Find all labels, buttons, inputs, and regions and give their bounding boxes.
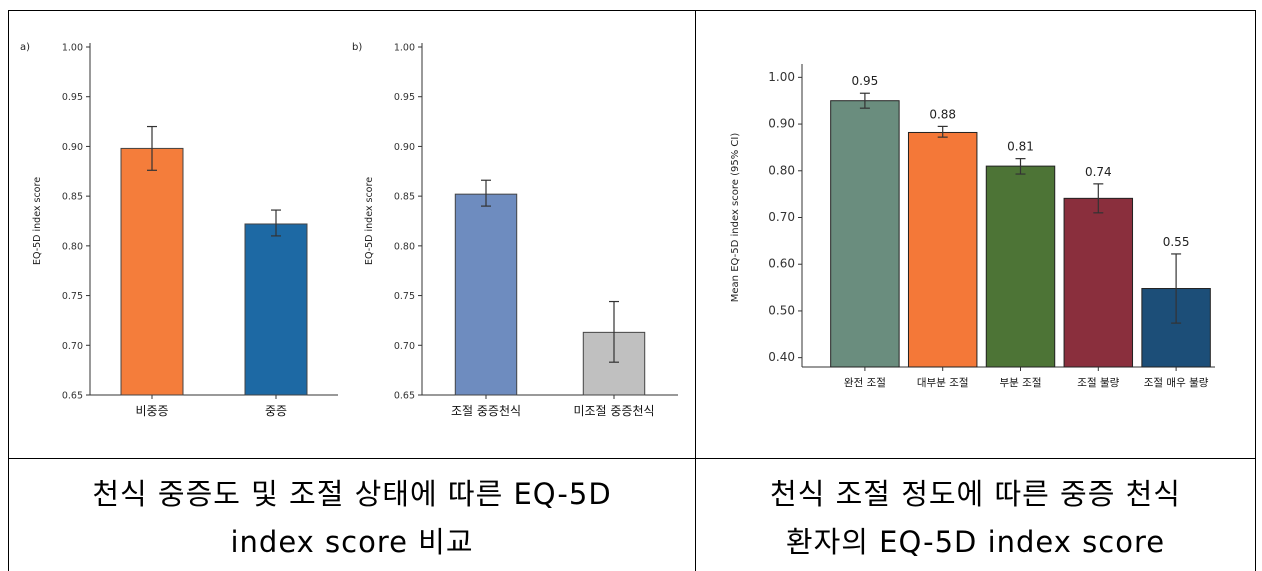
y-tick-label: 0.75 — [394, 291, 415, 302]
y-tick-label: 0.50 — [768, 303, 795, 317]
caption-right-line1: 천식 조절 정도에 따른 중증 천식 — [770, 477, 1181, 511]
bar — [907, 131, 978, 368]
data-label: 0.81 — [1007, 140, 1034, 154]
y-tick-label: 0.90 — [394, 142, 415, 153]
y-tick-label: 0.90 — [62, 142, 83, 153]
y-tick-label: 0.80 — [62, 241, 83, 252]
x-tick-label: 비중증 — [135, 404, 168, 418]
chart-control-degree: 0.40 0.50 0.60 0.70 0.80 0.90 1.00 Mean EQ-5D i… — [730, 64, 1215, 389]
y-tick-label: 0.80 — [768, 163, 795, 177]
table-border-middle — [695, 10, 696, 571]
table-border-top — [8, 10, 1256, 11]
x-tick-label: 조절 중증천식 — [451, 403, 521, 418]
bar — [244, 223, 308, 396]
y-tick-label: 0.85 — [62, 192, 83, 203]
x-tick-label: 조절 불량 — [1077, 376, 1119, 389]
y-tick-label: 0.40 — [768, 350, 795, 364]
y-axis-label: EQ-5D index score — [32, 177, 43, 265]
caption-right: 천식 조절 정도에 따른 중증 천식 환자의 EQ-5D index score — [697, 470, 1254, 566]
bar — [830, 100, 900, 368]
y-tick-label: 0.70 — [62, 341, 83, 352]
y-tick-label: 0.95 — [394, 92, 415, 103]
y-tick-label: 1.00 — [62, 43, 83, 54]
caption-left-line1: 천식 중증도 및 조절 상태에 따른 EQ-5D — [92, 477, 612, 511]
x-tick-label: 미조절 중증천식 — [573, 403, 654, 418]
y-tick-label: 1.00 — [394, 43, 415, 54]
y-tick-label: 0.65 — [62, 391, 83, 402]
caption-right-line2: 환자의 EQ-5D index score — [785, 525, 1166, 559]
x-tick-label: 조절 매우 불량 — [1144, 376, 1209, 389]
data-label: 0.95 — [852, 74, 879, 88]
bar — [454, 193, 518, 396]
panel-label: a) — [20, 42, 30, 53]
table-border-caption-row — [8, 458, 1256, 459]
y-tick-label: 1.00 — [768, 70, 795, 84]
y-tick-label: 0.75 — [62, 291, 83, 302]
data-label: 0.88 — [929, 107, 956, 121]
y-tick-label: 0.60 — [768, 257, 795, 271]
x-tick-label: 중증 — [265, 404, 287, 418]
chart-control-status: b) 0.65 0.70 0.75 0.80 0.85 0.90 0.95 1.00 EQ-5D … — [352, 42, 678, 418]
panel-label: b) — [352, 42, 362, 53]
x-tick-label: 대부분 조절 — [917, 376, 969, 389]
caption-left-line2: index score 비교 — [230, 525, 474, 559]
bar — [985, 165, 1056, 368]
y-tick-label: 0.95 — [62, 92, 83, 103]
caption-left: 천식 중증도 및 조절 상태에 따른 EQ-5D index score 비교 — [10, 470, 694, 566]
y-tick-label: 0.70 — [394, 341, 415, 352]
y-tick-label: 0.70 — [768, 210, 795, 224]
bar — [120, 147, 184, 396]
y-tick-label: 0.90 — [768, 117, 795, 131]
y-tick-label: 0.85 — [394, 192, 415, 203]
table-border-left — [8, 10, 9, 571]
bar — [1063, 197, 1134, 368]
data-label: 0.55 — [1163, 235, 1190, 249]
y-axis-label: Mean EQ-5D index score (95% CI) — [730, 133, 741, 303]
chart-severity: a) 0.65 0.70 0.75 0.80 0.85 0.90 0.95 1.00 EQ-5D … — [20, 42, 338, 418]
y-tick-label: 0.65 — [394, 391, 415, 402]
x-tick-label: 부분 조절 — [1000, 376, 1042, 389]
y-axis-label: EQ-5D index score — [364, 177, 375, 265]
x-tick-label: 완전 조절 — [844, 376, 886, 389]
data-label: 0.74 — [1085, 165, 1112, 179]
table-border-right — [1255, 10, 1256, 571]
y-tick-label: 0.80 — [394, 241, 415, 252]
